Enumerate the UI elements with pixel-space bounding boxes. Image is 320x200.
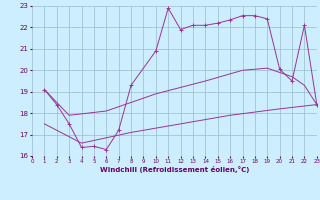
X-axis label: Windchill (Refroidissement éolien,°C): Windchill (Refroidissement éolien,°C) [100,166,249,173]
